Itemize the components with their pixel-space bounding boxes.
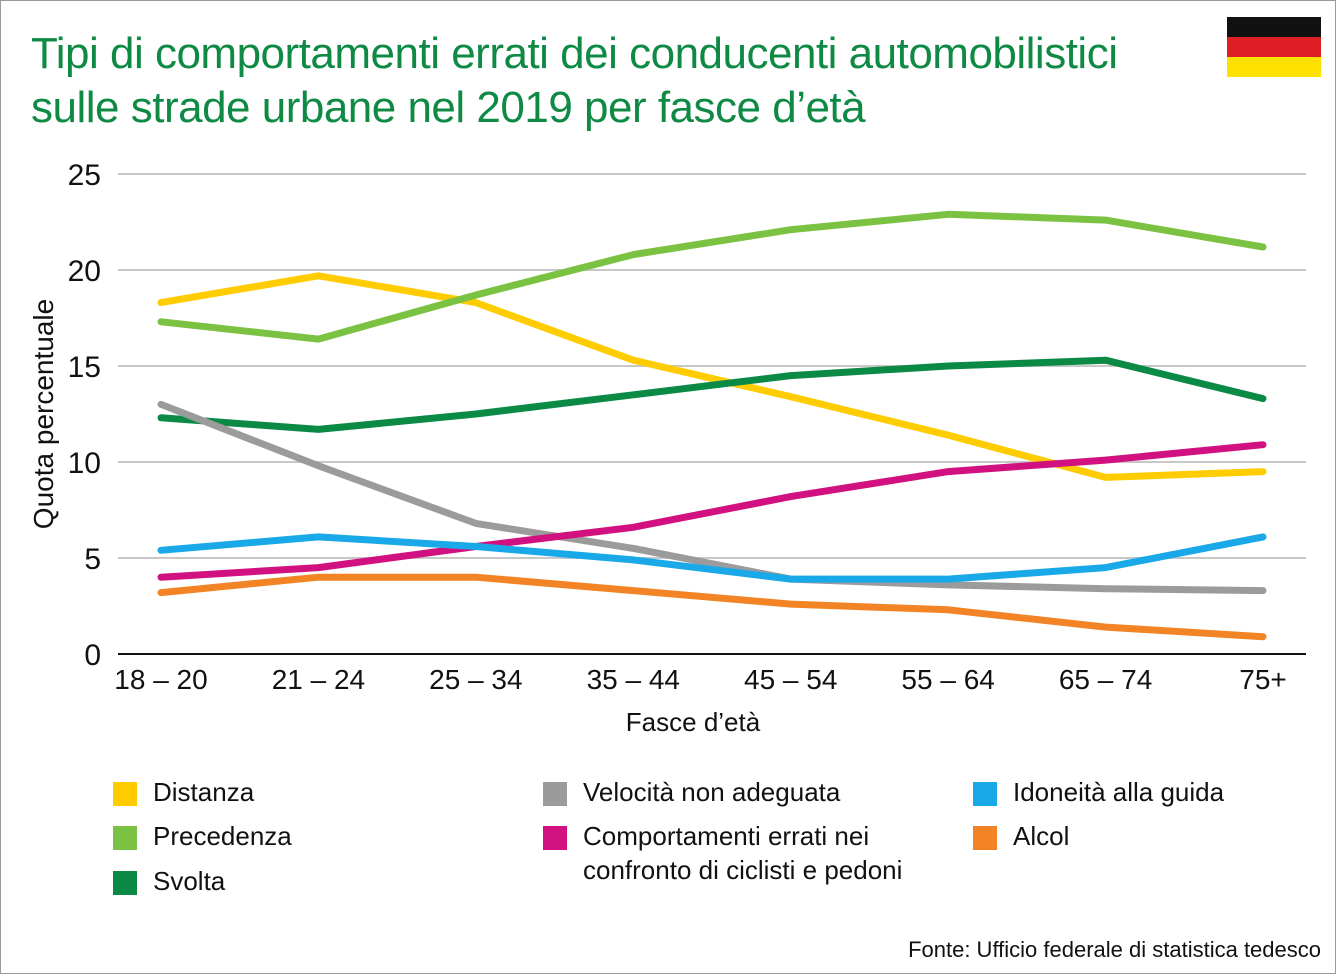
legend-swatch-velocita <box>543 782 567 806</box>
series-line-1 <box>157 210 1267 343</box>
legend-label-distanza: Distanza <box>153 777 255 807</box>
x-tick-label-0: 18 – 20 <box>114 664 207 695</box>
chart-title-line-1: Tipi di comportamenti errati dei conduce… <box>31 29 1118 78</box>
line-chart: 0 5 10 15 20 25 18 – 20 21 – 24 25 – 34 35 – 44 45… <box>28 159 1306 737</box>
legend-label-alcol: Alcol <box>1013 821 1070 851</box>
legend-label-velocita: Velocità non adeguata <box>583 777 841 807</box>
series-line-0 <box>157 272 1267 481</box>
source-note: Fonte: Ufficio federale di statistica te… <box>908 937 1321 962</box>
legend-label-ciclisti-pedoni-line-2: confronto di ciclisti e pedoni <box>583 855 903 885</box>
y-tick-label-25: 25 <box>68 159 101 192</box>
series-line-5 <box>157 533 1267 583</box>
legend-label-svolta: Svolta <box>153 866 226 896</box>
flag-stripe-gold <box>1227 57 1321 77</box>
flag-stripe-red <box>1227 37 1321 57</box>
legend-swatch-distanza <box>113 782 137 806</box>
germany-flag-icon <box>1227 17 1321 77</box>
x-axis-title: Fasce d’età <box>626 707 761 737</box>
series-line-2 <box>157 356 1267 433</box>
legend-swatch-alcol <box>973 826 997 850</box>
y-tick-label-20: 20 <box>68 255 101 288</box>
y-tick-label-10: 10 <box>68 447 101 480</box>
chart-title-line-2: sulle strade urbane nel 2019 per fasce d… <box>31 83 866 132</box>
legend-swatch-ciclisti-pedoni <box>543 826 567 850</box>
x-tick-label-5: 55 – 64 <box>901 664 994 695</box>
y-tick-label-0: 0 <box>84 639 101 672</box>
x-tick-label-2: 25 – 34 <box>429 664 522 695</box>
legend-label-idoneita: Idoneità alla guida <box>1013 777 1225 807</box>
legend-swatch-svolta <box>113 871 137 895</box>
x-tick-label-3: 35 – 44 <box>587 664 680 695</box>
series-line-4 <box>157 441 1267 581</box>
legend-label-ciclisti-pedoni-line-1: Comportamenti errati nei <box>583 821 870 851</box>
y-tick-label-15: 15 <box>68 351 101 384</box>
y-tick-label-5: 5 <box>84 543 101 576</box>
x-tick-label-7: 75+ <box>1239 664 1287 695</box>
series-line-3 <box>157 400 1267 595</box>
series-line-6 <box>157 573 1267 641</box>
legend-swatch-precedenza <box>113 826 137 850</box>
chart-title: Tipi di comportamenti errati dei conduce… <box>31 27 1201 135</box>
x-tick-label-1: 21 – 24 <box>272 664 365 695</box>
flag-stripe-black <box>1227 17 1321 37</box>
x-tick-label-4: 45 – 54 <box>744 664 837 695</box>
y-axis-title: Quota percentuale <box>28 299 59 529</box>
legend-swatch-idoneita <box>973 782 997 806</box>
legend-label-precedenza: Precedenza <box>153 821 292 851</box>
x-tick-label-6: 65 – 74 <box>1059 664 1152 695</box>
